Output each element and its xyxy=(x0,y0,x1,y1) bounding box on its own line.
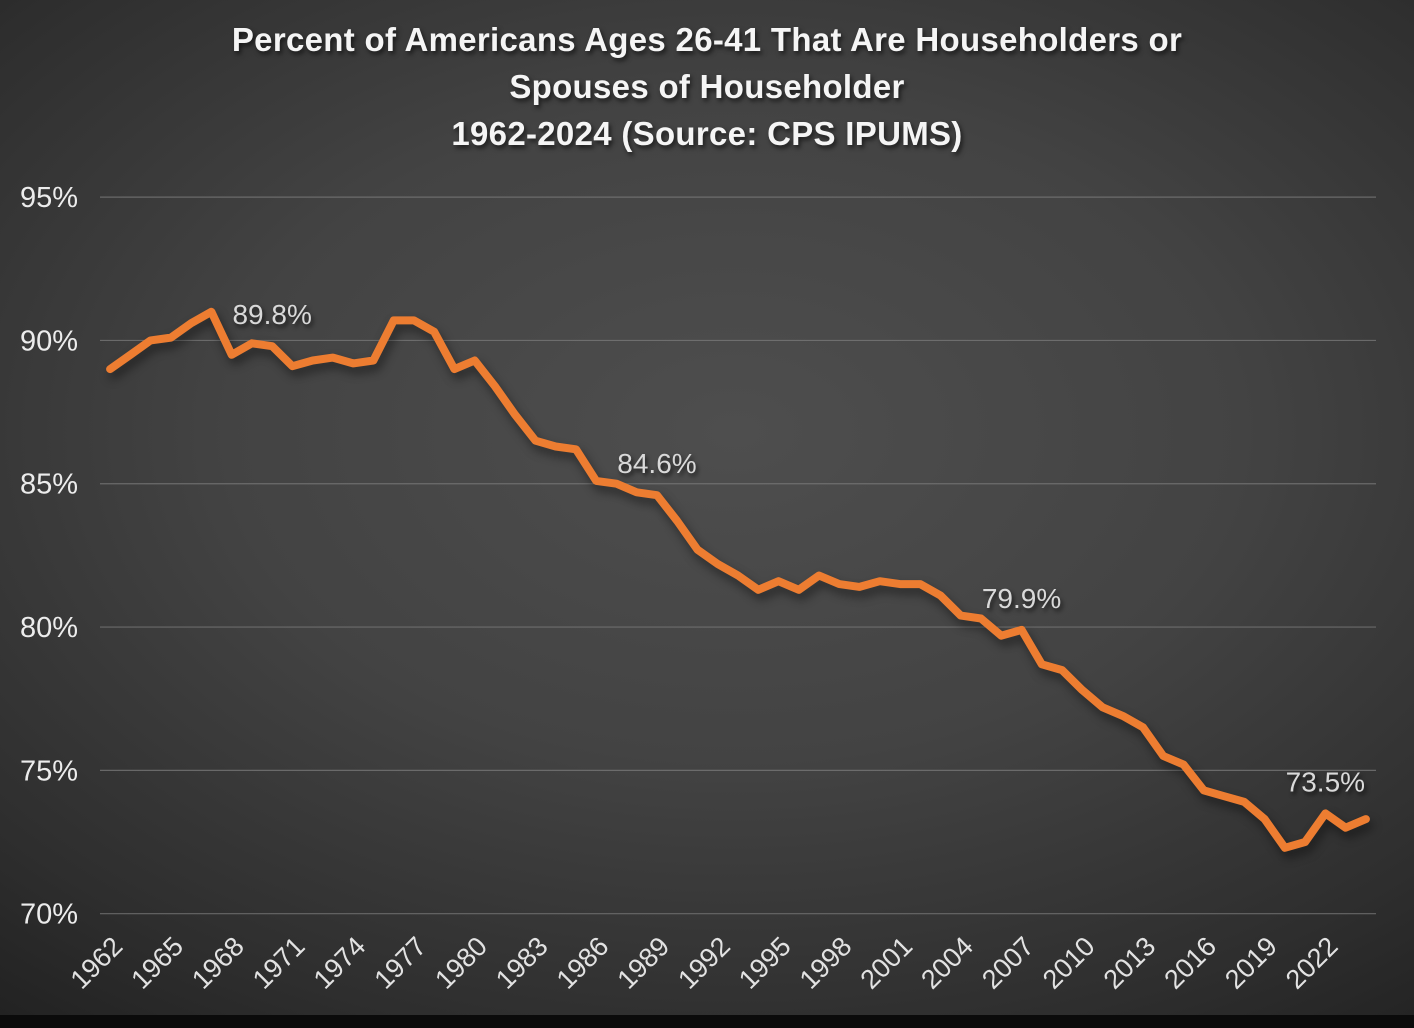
x-axis-tick-label: 2022 xyxy=(1280,931,1344,995)
chart-title-line-3: 1962-2024 (Source: CPS IPUMS) xyxy=(451,115,963,152)
x-axis-tick-label: 1998 xyxy=(794,931,858,995)
data-series-line xyxy=(106,307,1370,852)
y-axis-tick-label: 80% xyxy=(20,612,78,644)
x-axis-tick-label: 2001 xyxy=(855,931,919,995)
y-axis-tick-label: 75% xyxy=(20,755,78,787)
y-axis-tick-label: 85% xyxy=(20,469,78,501)
x-axis-tick-label: 1971 xyxy=(247,931,311,995)
x-axis-tick-label: 1974 xyxy=(308,931,372,995)
x-axis-tick-label: 1980 xyxy=(429,931,493,995)
x-axis-tick-label: 2010 xyxy=(1037,931,1101,995)
y-axis-tick-label: 95% xyxy=(20,182,78,214)
x-axis-tick-label: 1992 xyxy=(672,931,736,995)
data-point-label: 79.9% xyxy=(982,583,1061,614)
x-axis-tick-label: 2004 xyxy=(915,931,979,995)
data-point-label: 73.5% xyxy=(1286,766,1365,797)
x-axis-tick-label: 1977 xyxy=(368,931,432,995)
x-axis-tick-label: 1983 xyxy=(490,931,554,995)
x-axis-tick-label: 2013 xyxy=(1098,931,1162,995)
x-axis-tick-label: 1962 xyxy=(65,931,129,995)
x-axis-tick-label: 1965 xyxy=(125,931,189,995)
data-point-label: 89.8% xyxy=(232,299,311,330)
chart-title-line-1: Percent of Americans Ages 26-41 That Are… xyxy=(231,21,1183,58)
x-axis-tick-label: 2019 xyxy=(1219,931,1283,995)
chart-title: Percent of Americans Ages 26-41 That Are… xyxy=(0,16,1414,157)
x-axis-tick-label: 1989 xyxy=(612,931,676,995)
data-point-label: 84.6% xyxy=(617,448,696,479)
x-axis-tick-label: 1968 xyxy=(186,931,250,995)
x-axis-tick-label: 2016 xyxy=(1158,931,1222,995)
y-axis-tick-label: 70% xyxy=(20,899,78,931)
chart-title-line-2: Spouses of Householder xyxy=(509,68,905,105)
bottom-bar xyxy=(0,1015,1414,1028)
x-axis-tick-label: 1995 xyxy=(733,931,797,995)
x-axis-tick-label: 2007 xyxy=(976,931,1040,995)
y-axis-tick-label: 90% xyxy=(20,325,78,357)
x-axis-tick-label: 1986 xyxy=(551,931,615,995)
